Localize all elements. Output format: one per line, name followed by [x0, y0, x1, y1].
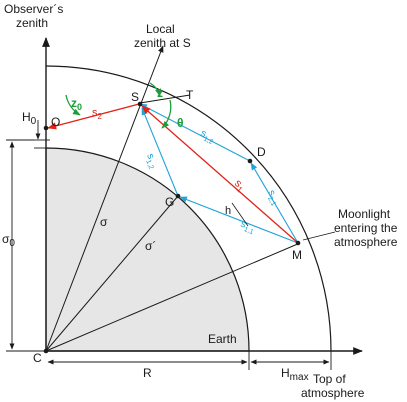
s2-label: s2	[92, 107, 103, 121]
radial-line-to-m	[45, 242, 301, 352]
z-label: z	[157, 86, 163, 100]
sigma-label: σ	[100, 215, 108, 229]
s1-label: s1	[231, 177, 248, 194]
moonlight-label-1: Moonlight	[338, 207, 391, 221]
sigma0-label: σ0	[2, 232, 15, 249]
ray-m-s	[141, 105, 299, 244]
point-o-label: O	[51, 115, 60, 129]
point-c	[43, 348, 49, 354]
point-s-label: S	[131, 90, 139, 104]
earth-disc	[45, 147, 250, 352]
s12-label: s1,2	[198, 128, 217, 146]
ray-s-d	[139, 103, 251, 162]
z0-label: z0	[71, 96, 82, 112]
top-atmosphere-label-2: atmosphere	[301, 386, 365, 400]
z-angle-arc	[149, 82, 162, 97]
local-zenith-line	[45, 45, 164, 352]
r-label: R	[143, 366, 152, 380]
point-o	[43, 125, 49, 131]
earth-label: Earth	[208, 332, 237, 346]
ray-g-s	[141, 107, 179, 197]
h-dimension-line	[231, 202, 249, 227]
point-g	[175, 193, 181, 199]
theta-angle-arc	[161, 99, 172, 129]
s12-left-label: s1,2	[142, 152, 160, 171]
point-c-label: C	[33, 351, 42, 365]
top-atmosphere-label-1: Top of	[313, 372, 346, 386]
observer-zenith-label-2: zenith	[16, 16, 48, 30]
ray-m-g	[179, 196, 299, 244]
s11-label: s1,1	[238, 219, 257, 237]
point-s	[137, 101, 143, 107]
h-label: h	[225, 205, 231, 217]
point-g-label: G	[165, 195, 174, 209]
observer-zenith-label-1: Observer´s	[4, 2, 63, 16]
atmosphere-boundary-arc	[45, 65, 332, 352]
s21-label: s2,1	[264, 188, 282, 207]
ray-s-o	[47, 103, 140, 130]
sigma-prime-label: σ´	[145, 239, 156, 253]
ray-m-d	[250, 162, 299, 244]
z0-angle-arc	[65, 94, 81, 116]
tangent-line-s-t	[139, 94, 191, 104]
local-zenith-label-2: zenith at S	[134, 36, 191, 50]
point-m	[295, 240, 301, 246]
moonlight-label-2: entering the	[334, 221, 398, 235]
moonlight-pointer	[302, 231, 336, 241]
hmax-label: Hmax	[281, 366, 309, 383]
point-d-label: D	[257, 145, 266, 159]
theta-label: θ	[177, 116, 184, 130]
point-m-label: M	[292, 248, 302, 262]
radial-line-to-g	[45, 195, 179, 352]
h0-label: H0	[22, 110, 37, 127]
point-t-label: T	[186, 88, 194, 102]
local-zenith-label-1: Local	[146, 22, 175, 36]
point-d	[247, 158, 253, 164]
moonlight-label-3: atmosphere	[334, 235, 398, 249]
